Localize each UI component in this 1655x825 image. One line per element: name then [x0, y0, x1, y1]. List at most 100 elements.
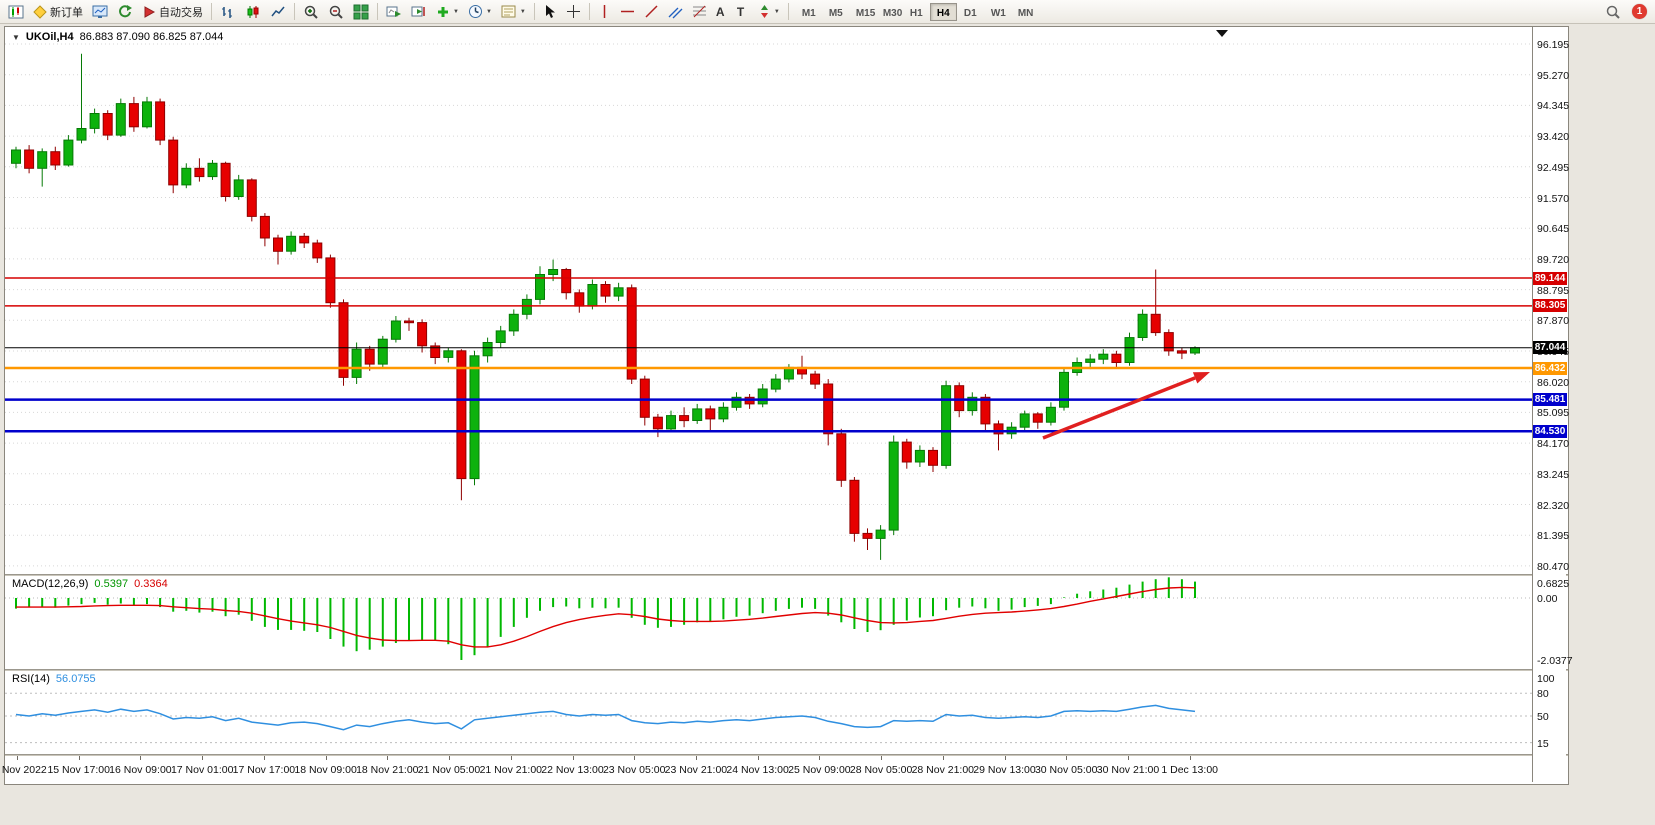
crosshair-icon: [566, 5, 580, 18]
zoom-in-button[interactable]: [299, 2, 323, 22]
line-chart-icon: [271, 6, 285, 16]
trend-arrow-annotation[interactable]: [1042, 372, 1210, 440]
autotrading-button[interactable]: 自动交易: [138, 2, 207, 22]
price-axis-label: 96.195: [1537, 39, 1570, 51]
time-label: 30 Nov 05:00: [1034, 764, 1098, 776]
candle: [613, 282, 624, 302]
candle: [1059, 367, 1069, 411]
search-button[interactable]: [1601, 2, 1625, 22]
candle: [535, 266, 545, 305]
candle: [561, 267, 572, 300]
vertical-line-button[interactable]: [594, 2, 615, 22]
bar-chart-button[interactable]: [216, 2, 240, 22]
new-chart-icon: [8, 5, 24, 18]
clock-icon: [468, 5, 482, 18]
auto-scroll-button[interactable]: [382, 2, 406, 22]
candle: [521, 294, 532, 320]
timeframe-button-W1[interactable]: W1: [984, 3, 1011, 21]
price-tag: 89.144: [1533, 271, 1567, 285]
rsi-label: RSI(14) 56.0755: [12, 673, 96, 685]
chevron-down-icon: ▼: [773, 8, 780, 15]
one-click-trading-expander[interactable]: ▼: [12, 32, 20, 42]
candle: [1045, 402, 1056, 426]
price-axis-label: 87.870: [1537, 315, 1570, 328]
timeframe-button-M30[interactable]: M30: [876, 3, 903, 21]
indicators-button[interactable]: ▼: [432, 2, 463, 22]
chart-shift-button[interactable]: [407, 2, 431, 22]
chevron-down-icon: ▼: [519, 8, 526, 15]
timeframe-button-H1[interactable]: H1: [903, 3, 930, 21]
new-chart-button[interactable]: [4, 2, 28, 22]
horizontal-line-button[interactable]: [616, 2, 639, 22]
chart-profile-button[interactable]: [88, 2, 112, 22]
trendline-button[interactable]: [640, 2, 663, 22]
new-order-icon: [33, 4, 47, 19]
candlestick-chart-button[interactable]: [241, 2, 265, 22]
candle: [364, 345, 375, 371]
time-tick: [78, 756, 80, 760]
templates-button[interactable]: ▼: [497, 2, 530, 22]
zoom-out-button[interactable]: [324, 2, 348, 22]
candle: [338, 299, 349, 386]
new-order-button[interactable]: 新订单: [29, 2, 87, 22]
text-label-button[interactable]: T: [733, 2, 753, 22]
timeframe-button-D1[interactable]: D1: [957, 3, 984, 21]
candle: [770, 374, 781, 393]
time-tick: [17, 756, 18, 760]
macd-name: MACD(12,26,9): [12, 578, 89, 590]
candle: [246, 178, 257, 222]
refresh-button[interactable]: [113, 2, 137, 22]
macd-label: MACD(12,26,9) 0.5397 0.3364: [12, 578, 168, 590]
timeframe-button-M15[interactable]: M15: [849, 3, 876, 21]
fibonacci-button[interactable]: [688, 2, 711, 22]
time-label: 22 Nov 13:00: [541, 764, 604, 776]
timeframe-group: M1 M5 M15 M30 H1 H4 D1 W1 MN: [795, 2, 1038, 21]
time-tick: [1066, 756, 1068, 760]
candle: [430, 342, 441, 365]
time-tick: [325, 756, 327, 760]
trendline-icon: [645, 5, 658, 18]
toolbar-separator: [211, 3, 212, 20]
price-tag: 85.481: [1533, 393, 1567, 407]
macd-axis-label: 0.6825: [1537, 578, 1570, 590]
chart-shift-marker: [1216, 30, 1228, 37]
price-axis-label: 85.095: [1537, 407, 1570, 420]
candle: [155, 98, 166, 146]
timeframe-button-M5[interactable]: M5: [822, 3, 849, 21]
macd-signal-value: 0.3364: [134, 578, 168, 590]
panel-separator-rsi[interactable]: [5, 669, 1568, 671]
candle: [1032, 412, 1043, 429]
text-button[interactable]: A: [712, 2, 732, 22]
candle: [679, 407, 690, 428]
candle: [1111, 350, 1122, 368]
tile-windows-button[interactable]: [349, 2, 373, 22]
timeframe-button-H4[interactable]: H4: [929, 2, 957, 21]
arrows-button[interactable]: ▼: [754, 2, 784, 22]
candle: [194, 158, 205, 182]
periods-button[interactable]: ▼: [464, 2, 496, 22]
candle: [417, 319, 428, 353]
candle: [469, 350, 480, 486]
rsi-axis-label: 80: [1537, 688, 1549, 701]
time-tick: [510, 756, 512, 760]
panel-separator-macd[interactable]: [5, 574, 1568, 576]
timeframe-button-M1[interactable]: M1: [795, 3, 822, 21]
crosshair-button[interactable]: [562, 2, 585, 22]
macd-axis-label: -2.0377: [1537, 654, 1573, 667]
time-tick: [881, 756, 883, 760]
line-chart-button[interactable]: [266, 2, 290, 22]
channel-button[interactable]: [664, 2, 687, 22]
time-tick: [634, 756, 636, 760]
time-label: 29 Nov 13:00: [973, 764, 1036, 776]
timeframe-button-MN[interactable]: MN: [1011, 3, 1038, 21]
notification-badge[interactable]: 1: [1632, 4, 1647, 19]
time-label: 1 Dec 13:00: [1161, 764, 1218, 776]
cursor-button[interactable]: [539, 2, 561, 22]
time-tick: [819, 756, 821, 760]
time-tick: [202, 756, 204, 760]
time-label: 15 Nov 2022: [0, 764, 47, 776]
price-axis[interactable]: 96.195 95.270 94.345 93.420 92.495 91.570 90.6…: [1532, 27, 1573, 782]
candle: [325, 254, 336, 308]
candle: [24, 145, 35, 174]
